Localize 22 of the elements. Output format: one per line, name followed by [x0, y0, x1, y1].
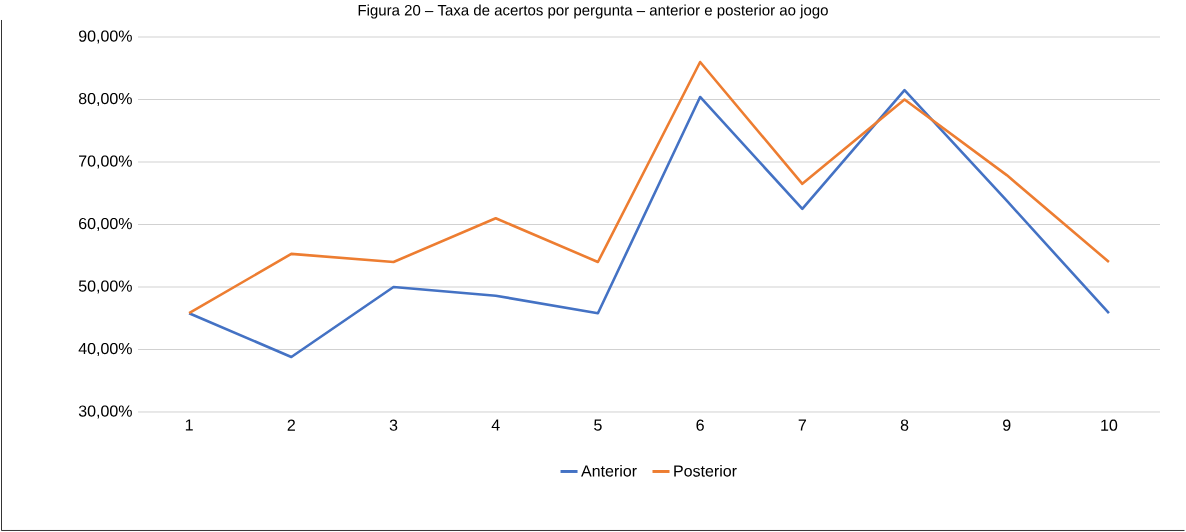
- y-tick-label: 90,00%: [78, 30, 132, 44]
- x-tick-label: 5: [594, 419, 602, 431]
- line-series: [187, 60, 1111, 315]
- chart-title: Figura 20 – Taxa de acertos por pergunta – anterior e posterior ao jogo: [358, 4, 828, 19]
- x-tick-label: 10: [1101, 419, 1118, 431]
- x-tick-label: 2: [287, 419, 295, 431]
- x-tick-label: 9: [1003, 419, 1011, 431]
- legend-label: Posterior: [674, 464, 737, 477]
- legend-label: Anterior: [581, 464, 637, 477]
- x-tick-label: 4: [491, 419, 500, 431]
- y-tick-label: 40,00%: [78, 342, 132, 357]
- x-tick-label: 6: [696, 419, 704, 431]
- x-tick-label: 8: [900, 419, 909, 431]
- x-tick-label: 3: [389, 419, 398, 431]
- y-tick-label: 80,00%: [78, 92, 132, 107]
- x-tick-label: 1: [185, 419, 193, 431]
- line-series: [187, 88, 1111, 359]
- y-tick-label: 70,00%: [79, 155, 132, 169]
- x-tick-label: 7: [798, 419, 806, 431]
- y-tick-label: 30,00%: [78, 405, 132, 419]
- y-tick-label: 50,00%: [78, 280, 132, 294]
- y-tick-label: 60,00%: [79, 217, 132, 232]
